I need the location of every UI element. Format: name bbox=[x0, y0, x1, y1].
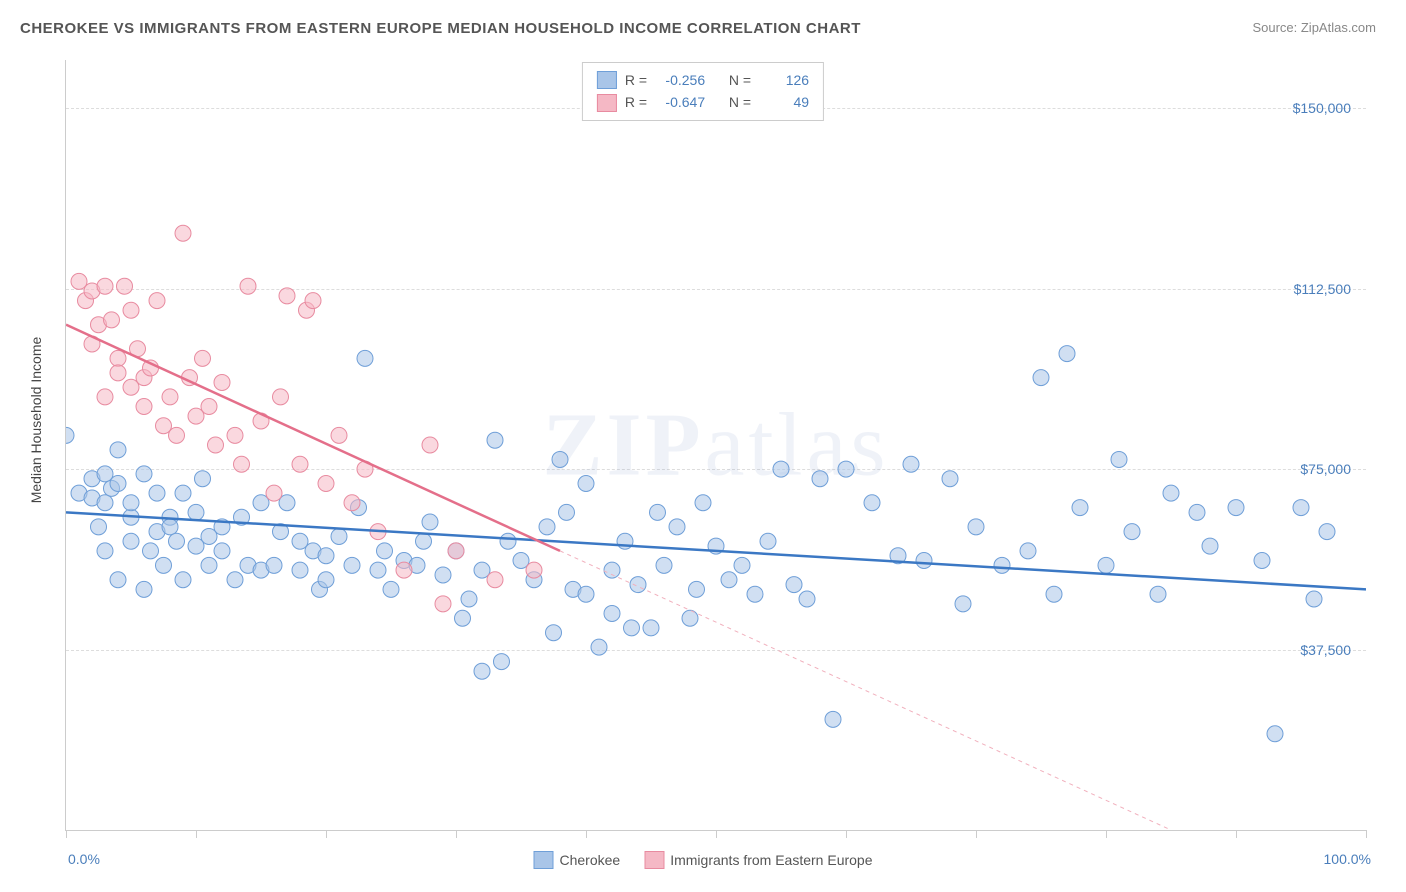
r-label: R = bbox=[625, 91, 647, 113]
chart-title: CHEROKEE VS IMMIGRANTS FROM EASTERN EURO… bbox=[20, 20, 861, 37]
legend-label-immigrants: Immigrants from Eastern Europe bbox=[670, 852, 872, 868]
chart-source: Source: ZipAtlas.com bbox=[1252, 20, 1376, 35]
r-label: R = bbox=[625, 69, 647, 91]
stats-row-immigrants: R = -0.647 N = 49 bbox=[597, 91, 809, 113]
correlation-chart: CHEROKEE VS IMMIGRANTS FROM EASTERN EURO… bbox=[20, 20, 1386, 872]
source-label: Source: bbox=[1252, 20, 1300, 35]
stats-row-cherokee: R = -0.256 N = 126 bbox=[597, 69, 809, 91]
r-value-cherokee: -0.256 bbox=[655, 69, 705, 91]
series-legend: Cherokee Immigrants from Eastern Europe bbox=[534, 851, 873, 869]
x-min-label: 0.0% bbox=[68, 851, 100, 867]
legend-item-immigrants: Immigrants from Eastern Europe bbox=[644, 851, 872, 869]
legend-label-cherokee: Cherokee bbox=[560, 852, 621, 868]
n-value-cherokee: 126 bbox=[759, 69, 809, 91]
swatch-cherokee bbox=[597, 71, 617, 89]
x-max-label: 100.0% bbox=[1324, 851, 1371, 867]
swatch-cherokee bbox=[534, 851, 554, 869]
stats-legend: R = -0.256 N = 126 R = -0.647 N = 49 bbox=[582, 62, 824, 121]
n-label: N = bbox=[729, 69, 751, 91]
r-value-immigrants: -0.647 bbox=[655, 91, 705, 113]
source-name: ZipAtlas.com bbox=[1301, 20, 1376, 35]
legend-item-cherokee: Cherokee bbox=[534, 851, 621, 869]
swatch-immigrants bbox=[644, 851, 664, 869]
y-axis-label: Median Household Income bbox=[28, 337, 44, 504]
swatch-immigrants bbox=[597, 94, 617, 112]
scatter-svg bbox=[66, 60, 1366, 830]
plot-area: ZIPatlas $37,500$75,000$112,500$150,000 bbox=[65, 60, 1366, 831]
n-label: N = bbox=[729, 91, 751, 113]
n-value-immigrants: 49 bbox=[759, 91, 809, 113]
